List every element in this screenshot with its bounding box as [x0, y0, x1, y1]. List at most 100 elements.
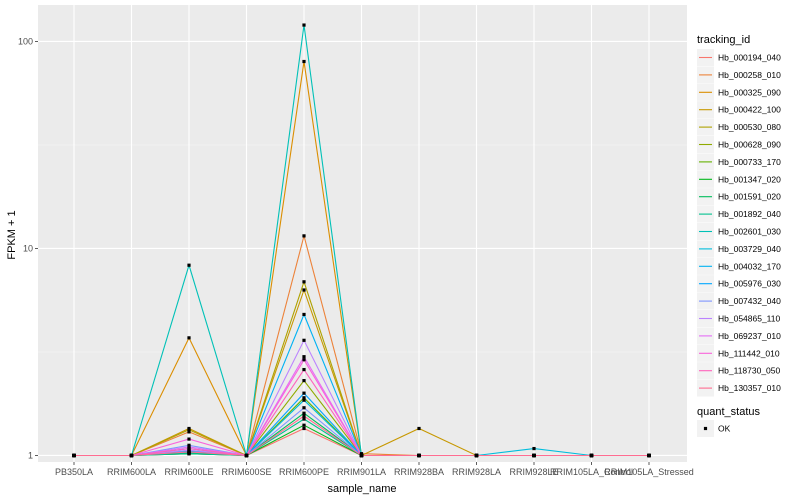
data-point [532, 453, 536, 458]
y-axis: 1 10 100 [18, 36, 38, 460]
data-point [187, 437, 191, 441]
grid-minor [38, 144, 687, 353]
x-tick-label: RRIM928LA [452, 467, 501, 477]
legend-item: Hb_003729_040 [697, 240, 781, 258]
data-point [187, 452, 191, 456]
legend-item: Hb_130357_010 [697, 379, 781, 397]
data-point [187, 336, 191, 340]
legend-item: Hb_118730_050 [697, 362, 781, 380]
legend-label: Hb_000194_040 [718, 53, 781, 63]
legend-item: Hb_001892_040 [697, 205, 781, 223]
data-point [302, 391, 306, 395]
data-point [187, 445, 191, 449]
grid-major [38, 5, 687, 462]
legend-label: Hb_007432_040 [718, 296, 781, 306]
legend-color-title: tracking_id [697, 34, 750, 46]
legend-label: Hb_005976_030 [718, 279, 781, 289]
x-tick-label: PB350LA [55, 467, 93, 477]
x-tick-label: RRIM105LA_Control [550, 467, 633, 477]
y-tick-label: 10 [23, 243, 33, 253]
data-point [417, 453, 421, 458]
x-axis: PB350LA RRIM600LA RRIM600LE RRIM600SE RRIM60… [55, 462, 694, 477]
data-point [302, 406, 306, 410]
legend: tracking_id Hb_000194_040 Hb_000258_010 Hb… [697, 34, 781, 437]
legend-item: Hb_004032_170 [697, 257, 781, 275]
data-point [302, 280, 306, 284]
data-point [302, 355, 306, 359]
legend-item: Hb_001591_020 [697, 188, 781, 206]
data-point [359, 453, 364, 458]
data-point [417, 426, 421, 431]
x-tick-label: RRIM600LE [164, 467, 213, 477]
data-point [532, 446, 536, 451]
legend-label: Hb_000325_090 [718, 87, 781, 97]
data-point [302, 358, 306, 362]
legend-item: Hb_000628_090 [697, 136, 781, 153]
legend-label: Hb_001591_020 [718, 192, 781, 202]
legend-item: Hb_002601_030 [697, 223, 781, 240]
legend-label: Hb_111442_010 [718, 348, 780, 358]
legend-item: Hb_000194_040 [697, 49, 781, 66]
x-tick-label: RRIM928BA [394, 467, 444, 477]
data-point [187, 443, 191, 447]
legend-item: Hb_005976_030 [697, 275, 781, 293]
data-point [302, 59, 306, 64]
legend-label: Hb_069237_010 [718, 331, 781, 341]
data-point [302, 414, 306, 418]
data-point [302, 411, 306, 415]
data-point [302, 23, 306, 27]
data-point [187, 446, 191, 451]
data-point [302, 398, 306, 402]
legend-label: Hb_000530_080 [718, 122, 781, 132]
series-points [72, 23, 651, 458]
legend-label: Hb_003729_040 [718, 244, 781, 254]
data-point [302, 426, 306, 431]
legend-item: Hb_007432_040 [697, 292, 781, 310]
x-tick-label: RRIM105LA_Stressed [604, 467, 694, 477]
legend-item: Hb_000733_170 [697, 153, 781, 171]
x-axis-title: sample_name [327, 483, 396, 495]
legend-label: Hb_130357_010 [718, 383, 781, 393]
legend-label: Hb_000628_090 [718, 140, 781, 150]
legend-shape-item: OK [697, 420, 731, 437]
x-tick-label: RRIM928LE [509, 467, 558, 477]
x-tick-label: RRIM901LA [337, 467, 386, 477]
legend-label: Hb_000733_170 [718, 157, 781, 167]
legend-label: Hb_001892_040 [718, 209, 781, 219]
legend-shape-title: quant_status [697, 406, 760, 418]
data-point [244, 453, 249, 458]
data-point [589, 453, 594, 458]
legend-item: Hb_000422_100 [697, 101, 781, 119]
data-point [302, 312, 306, 317]
x-tick-label: RRIM600SE [221, 467, 271, 477]
data-point [302, 234, 306, 238]
data-point [72, 453, 76, 458]
legend-label: Hb_000422_100 [718, 105, 781, 115]
legend-item: Hb_069237_010 [697, 327, 781, 345]
y-tick-label: 1 [28, 450, 33, 460]
legend-key-point [703, 426, 708, 431]
data-point [302, 367, 306, 372]
x-tick-label: RRIM600LA [107, 467, 156, 477]
data-point [474, 453, 479, 458]
data-point [187, 428, 191, 432]
legend-item: Hb_000530_080 [697, 118, 781, 136]
y-axis-title: FPKM + 1 [6, 210, 18, 259]
data-point [359, 452, 364, 456]
data-point [302, 378, 306, 383]
data-point [302, 396, 306, 400]
y-tick-label: 100 [18, 36, 33, 46]
legend-item: Hb_111442_010 [697, 344, 780, 362]
legend-item: Hb_000258_010 [697, 66, 781, 84]
x-tick-label: RRIM600PE [279, 467, 329, 477]
plot-panel [38, 5, 687, 462]
legend-item: Hb_001347_020 [697, 170, 781, 188]
data-point [187, 448, 191, 452]
legend-item: Hb_000325_090 [697, 83, 781, 101]
legend-label: Hb_001347_020 [718, 174, 781, 184]
legend-label: Hb_054865_110 [718, 314, 781, 324]
legend-label: Hb_000258_010 [718, 70, 781, 80]
data-point [187, 430, 191, 434]
legend-item: Hb_054865_110 [697, 310, 781, 327]
